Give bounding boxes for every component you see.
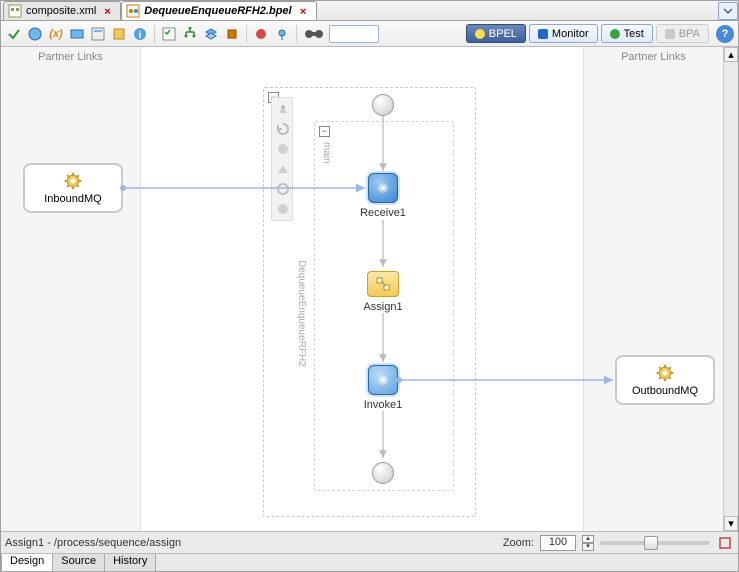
swimlane-title: Partner Links — [1, 47, 140, 63]
activity-assign[interactable] — [367, 271, 399, 297]
zoom-spinner[interactable]: ▴▾ — [582, 535, 594, 551]
gear-icon — [655, 363, 675, 383]
zoom-fit-icon[interactable] — [716, 534, 734, 552]
breadcrumb: Assign1 - /process/sequence/assign — [5, 537, 181, 549]
validate-icon[interactable] — [5, 25, 23, 43]
palette-item[interactable] — [274, 160, 292, 178]
assign-icon — [375, 276, 391, 292]
tab-history[interactable]: History — [104, 554, 156, 572]
gear-icon — [375, 372, 391, 388]
collapse-toggle[interactable]: − — [319, 126, 330, 137]
component-icon[interactable] — [223, 25, 241, 43]
scope-label: DequeueEnqueueRFH2 — [296, 260, 307, 367]
partner-link-label: OutboundMQ — [632, 385, 698, 397]
tab-source[interactable]: Source — [52, 554, 105, 572]
pill-label: Monitor — [552, 28, 589, 40]
separator — [246, 25, 247, 43]
tab-label: composite.xml — [26, 5, 96, 17]
view-bpel-button[interactable]: BPEL — [466, 24, 526, 43]
close-icon[interactable]: × — [300, 6, 310, 16]
activity-label: Assign1 — [363, 301, 402, 313]
slider-thumb[interactable] — [644, 536, 658, 550]
activity-receive[interactable] — [368, 173, 398, 203]
partner-link-label: InboundMQ — [44, 193, 101, 205]
message-link — [123, 183, 369, 193]
gear-icon — [375, 180, 391, 196]
scope-label: main — [321, 142, 332, 164]
layers-icon[interactable] — [202, 25, 220, 43]
partner-link-outbound[interactable]: OutboundMQ — [615, 355, 715, 405]
tab-design[interactable]: Design — [1, 554, 53, 572]
search-input[interactable] — [329, 25, 379, 43]
activity-label: Receive1 — [360, 207, 406, 219]
activity-palette — [271, 97, 293, 221]
globe-icon[interactable] — [26, 25, 44, 43]
activity-invoke[interactable] — [368, 365, 398, 395]
pill-label: Test — [624, 28, 644, 40]
svg-text:i: i — [139, 30, 142, 41]
view-bpa-button: BPA — [656, 24, 709, 43]
editor-mode-tabs: Design Source History — [1, 553, 738, 571]
palette-item[interactable] — [274, 100, 292, 118]
sensors-icon[interactable] — [110, 25, 128, 43]
info-icon[interactable]: i — [131, 25, 149, 43]
partner-link-inbound[interactable]: InboundMQ — [23, 163, 123, 213]
variable-icon[interactable]: (x) — [47, 25, 65, 43]
scroll-up-icon[interactable]: ▴ — [724, 47, 738, 62]
gear-icon — [63, 171, 83, 191]
palette-item[interactable] — [274, 140, 292, 158]
status-bar: Assign1 - /process/sequence/assign Zoom:… — [1, 531, 738, 553]
file-icon — [126, 4, 140, 18]
palette-item[interactable] — [274, 120, 292, 138]
tab-list-dropdown[interactable] — [718, 2, 738, 20]
zoom-slider[interactable] — [600, 541, 710, 545]
editor-toolbar: (x) i BPEL Monitor Test BPA — [1, 21, 738, 47]
tab-bpel[interactable]: DequeueEnqueueRFH2.bpel × — [121, 1, 316, 20]
zoom-label: Zoom: — [503, 537, 534, 549]
help-icon[interactable]: ? — [716, 25, 734, 43]
tab-composite[interactable]: composite.xml × — [3, 1, 121, 20]
close-icon[interactable]: × — [104, 6, 114, 16]
chevron-down-icon — [723, 6, 733, 16]
swimlane-left: Partner Links — [1, 47, 141, 531]
activity-label: Invoke1 — [364, 399, 403, 411]
swimlane-right: Partner Links — [583, 47, 723, 531]
swimlane-title: Partner Links — [584, 47, 723, 63]
pill-label: BPA — [679, 28, 700, 40]
zoom-value[interactable]: 100 — [540, 535, 576, 551]
binoculars-icon[interactable] — [302, 25, 326, 43]
view-test-button[interactable]: Test — [601, 24, 653, 43]
palette-item[interactable] — [274, 200, 292, 218]
end-node[interactable] — [372, 462, 394, 484]
view-monitor-button[interactable]: Monitor — [529, 24, 598, 43]
separator — [154, 25, 155, 43]
start-node[interactable] — [372, 94, 394, 116]
checklist-icon[interactable] — [160, 25, 178, 43]
pin-icon[interactable] — [273, 25, 291, 43]
properties-icon[interactable] — [89, 25, 107, 43]
scroll-down-icon[interactable]: ▾ — [724, 516, 738, 531]
separator — [296, 25, 297, 43]
file-icon — [8, 4, 22, 18]
message-link — [399, 375, 617, 385]
correlate-icon[interactable] — [68, 25, 86, 43]
vertical-scrollbar[interactable]: ▴ ▾ — [723, 47, 738, 531]
editor-tab-bar: composite.xml × DequeueEnqueueRFH2.bpel … — [1, 1, 738, 21]
pill-label: BPEL — [489, 28, 517, 40]
tree-icon[interactable] — [181, 25, 199, 43]
diagram-canvas[interactable]: Partner Links Partner Links − − main Deq… — [1, 47, 738, 531]
breakpoint-icon[interactable] — [252, 25, 270, 43]
tab-label: DequeueEnqueueRFH2.bpel — [144, 5, 291, 17]
